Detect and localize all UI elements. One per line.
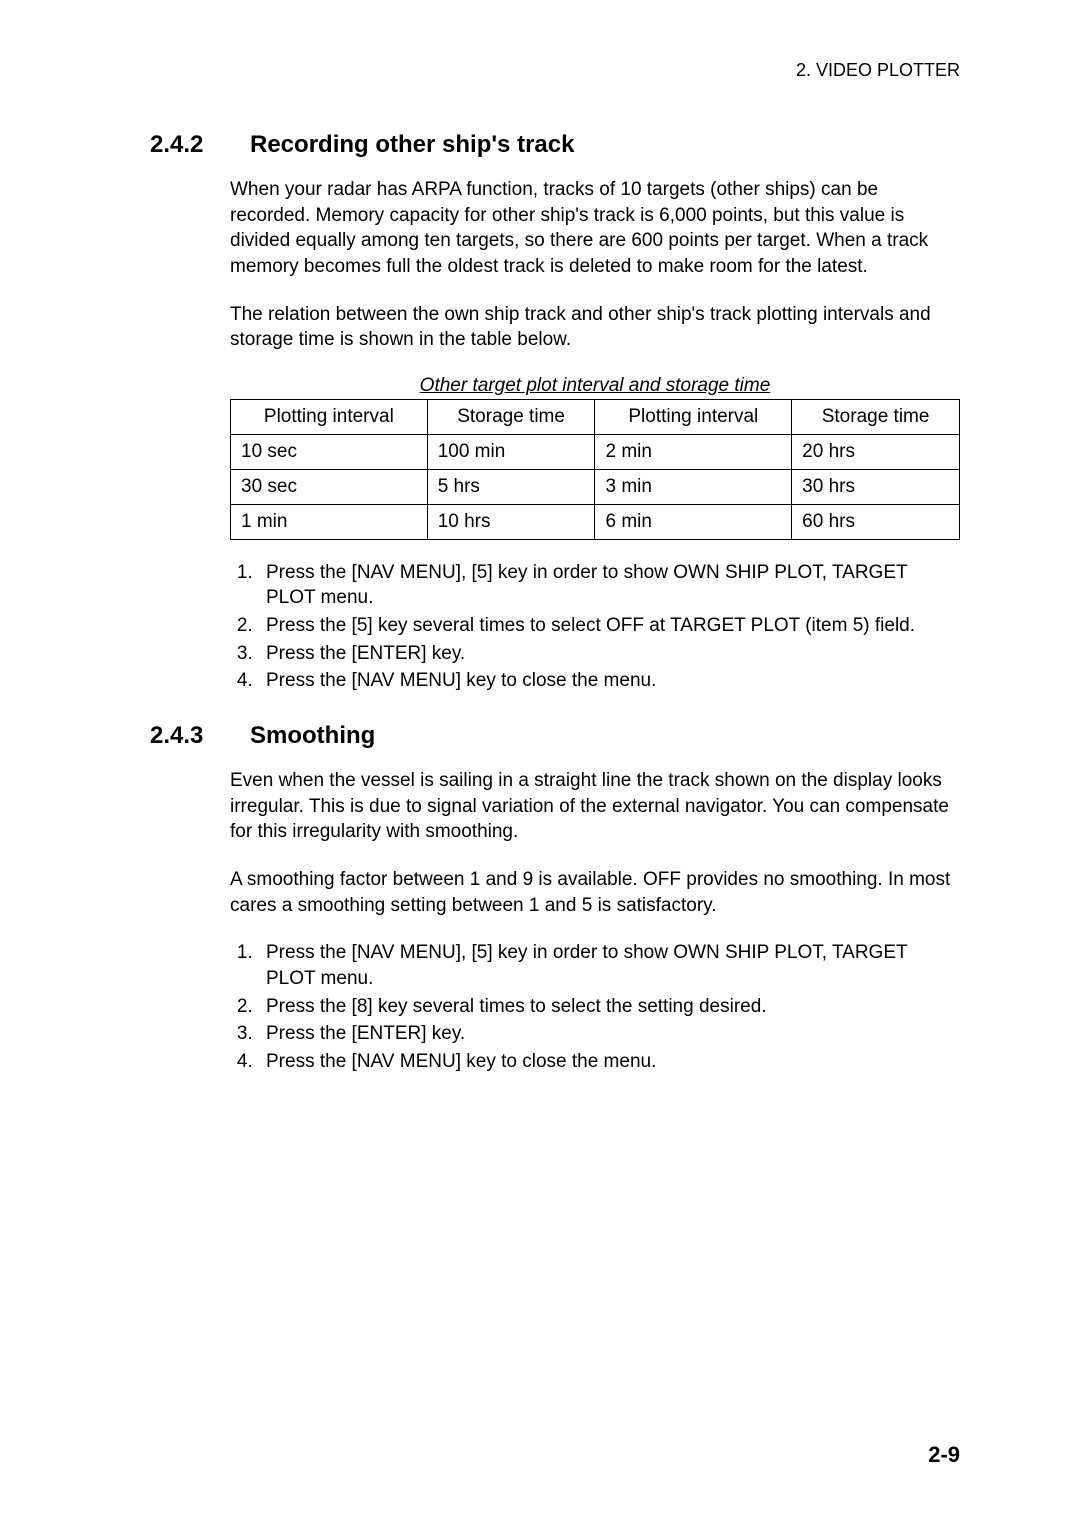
- section-heading-242: 2.4.2 Recording other ship's track: [150, 131, 960, 159]
- steps-list-243: Press the [NAV MENU], [5] key in order t…: [230, 940, 960, 1074]
- table-caption: Other target plot interval and storage t…: [230, 375, 960, 397]
- table-header-cell: Storage time: [427, 399, 595, 434]
- paragraph: The relation between the own ship track …: [230, 302, 960, 353]
- table-cell: 30 hrs: [792, 469, 960, 504]
- table-cell: 60 hrs: [792, 504, 960, 539]
- paragraph: When your radar has ARPA function, track…: [230, 177, 960, 280]
- table-cell: 10 hrs: [427, 504, 595, 539]
- table-row: 30 sec 5 hrs 3 min 30 hrs: [231, 469, 960, 504]
- table-cell: 3 min: [595, 469, 792, 504]
- table-cell: 100 min: [427, 434, 595, 469]
- section-243-body: Even when the vessel is sailing in a str…: [230, 768, 960, 1074]
- section-242-body: When your radar has ARPA function, track…: [230, 177, 960, 694]
- section-title: Recording other ship's track: [250, 131, 574, 159]
- list-item: Press the [ENTER] key.: [258, 641, 960, 667]
- interval-storage-table: Plotting interval Storage time Plotting …: [230, 399, 960, 540]
- table-header-cell: Storage time: [792, 399, 960, 434]
- paragraph: A smoothing factor between 1 and 9 is av…: [230, 867, 960, 918]
- table-cell: 30 sec: [231, 469, 428, 504]
- section-number: 2.4.3: [150, 722, 250, 750]
- section-number: 2.4.2: [150, 131, 250, 159]
- list-item: Press the [5] key several times to selec…: [258, 613, 960, 639]
- table-cell: 1 min: [231, 504, 428, 539]
- table-cell: 6 min: [595, 504, 792, 539]
- section-title: Smoothing: [250, 722, 375, 750]
- page-number: 2-9: [928, 1442, 960, 1468]
- list-item: Press the [8] key several times to selec…: [258, 994, 960, 1020]
- list-item: Press the [ENTER] key.: [258, 1021, 960, 1047]
- paragraph: Even when the vessel is sailing in a str…: [230, 768, 960, 845]
- list-item: Press the [NAV MENU], [5] key in order t…: [258, 940, 960, 991]
- section-heading-243: 2.4.3 Smoothing: [150, 722, 960, 750]
- chapter-header: 2. VIDEO PLOTTER: [150, 60, 960, 81]
- table-header-cell: Plotting interval: [595, 399, 792, 434]
- list-item: Press the [NAV MENU] key to close the me…: [258, 668, 960, 694]
- list-item: Press the [NAV MENU] key to close the me…: [258, 1049, 960, 1075]
- steps-list-242: Press the [NAV MENU], [5] key in order t…: [230, 560, 960, 694]
- table-row: 1 min 10 hrs 6 min 60 hrs: [231, 504, 960, 539]
- list-item: Press the [NAV MENU], [5] key in order t…: [258, 560, 960, 611]
- table-cell: 2 min: [595, 434, 792, 469]
- table-cell: 10 sec: [231, 434, 428, 469]
- table-cell: 5 hrs: [427, 469, 595, 504]
- table-header-row: Plotting interval Storage time Plotting …: [231, 399, 960, 434]
- table-cell: 20 hrs: [792, 434, 960, 469]
- table-row: 10 sec 100 min 2 min 20 hrs: [231, 434, 960, 469]
- table-header-cell: Plotting interval: [231, 399, 428, 434]
